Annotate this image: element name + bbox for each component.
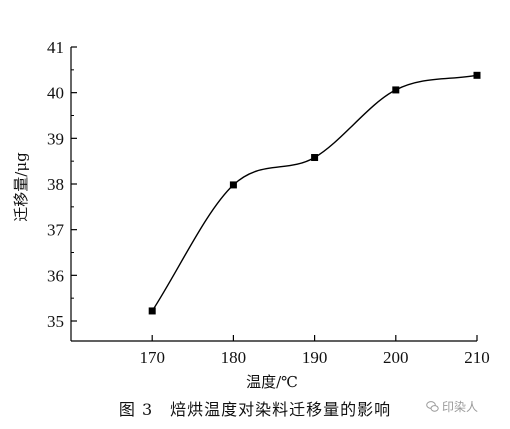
data-points xyxy=(148,71,481,315)
x-tick-label: 210 xyxy=(464,348,490,367)
watermark-text: 印染人 xyxy=(442,400,479,414)
x-tick-label: 190 xyxy=(302,348,328,367)
watermark: 印染人 xyxy=(426,398,478,415)
data-point xyxy=(473,71,481,79)
axes xyxy=(70,47,477,342)
data-point xyxy=(148,307,156,315)
y-tick-label: 39 xyxy=(47,129,64,148)
data-point xyxy=(229,181,237,189)
y-tick-label: 41 xyxy=(47,38,64,57)
x-axis-label: 温度/℃ xyxy=(246,373,298,390)
chart: 170 180 190 200 210 35 36 37 38 39 40 41 温度/℃ 迁移量/… xyxy=(12,38,490,390)
y-tick-label: 38 xyxy=(47,175,64,194)
trend-line xyxy=(151,74,478,312)
x-axis-ticks: 170 180 190 200 210 xyxy=(139,335,490,367)
chat-bubbles-icon xyxy=(426,401,439,412)
data-point xyxy=(311,154,319,162)
y-axis-label: 迁移量/μg xyxy=(12,152,30,222)
y-tick-label: 36 xyxy=(47,266,64,285)
y-tick-label: 35 xyxy=(47,312,64,331)
y-tick-label: 40 xyxy=(47,84,64,103)
y-tick-label: 37 xyxy=(47,221,65,240)
x-tick-label: 180 xyxy=(221,348,247,367)
x-tick-label: 170 xyxy=(139,348,165,367)
figure-caption: 图 3 焙烘温度对染料迁移量的影响 xyxy=(118,400,392,419)
x-tick-label: 200 xyxy=(383,348,409,367)
data-point xyxy=(392,86,400,94)
y-axis-ticks: 35 36 37 38 39 40 41 xyxy=(47,38,77,331)
